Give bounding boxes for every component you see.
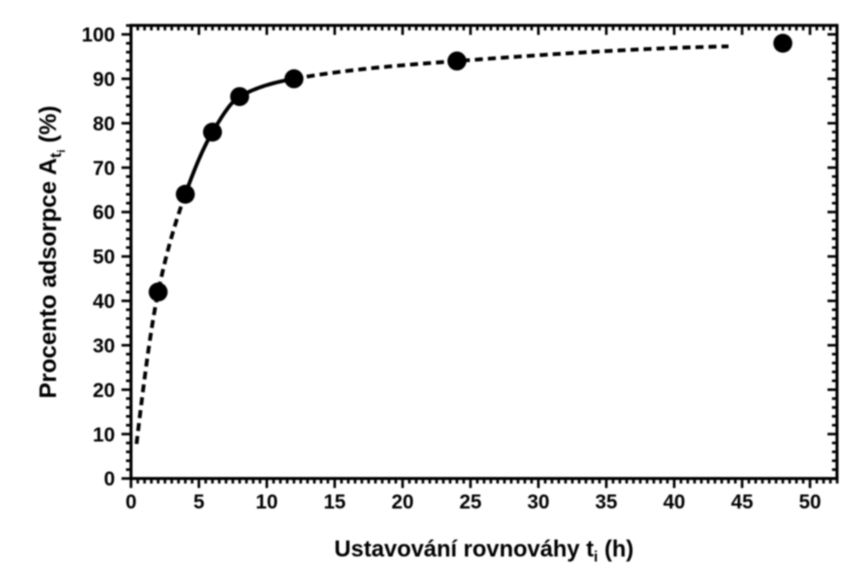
svg-text:60: 60 [93, 202, 115, 224]
svg-text:40: 40 [93, 291, 115, 313]
svg-text:5: 5 [193, 492, 204, 514]
svg-text:10: 10 [93, 424, 115, 446]
svg-text:20: 20 [391, 492, 413, 514]
svg-text:10: 10 [256, 492, 278, 514]
svg-text:30: 30 [527, 492, 549, 514]
svg-text:100: 100 [82, 25, 115, 47]
svg-text:40: 40 [663, 492, 685, 514]
svg-text:Ustavování rovnováhy ti (h): Ustavování rovnováhy ti (h) [334, 536, 633, 566]
svg-text:50: 50 [93, 247, 115, 269]
svg-text:90: 90 [93, 69, 115, 91]
svg-text:30: 30 [93, 335, 115, 357]
svg-text:45: 45 [731, 492, 753, 514]
svg-text:0: 0 [125, 492, 136, 514]
svg-text:70: 70 [93, 158, 115, 180]
svg-text:80: 80 [93, 113, 115, 135]
svg-text:35: 35 [595, 492, 617, 514]
svg-text:25: 25 [459, 492, 481, 514]
svg-text:20: 20 [93, 380, 115, 402]
svg-text:50: 50 [799, 492, 821, 514]
svg-text:0: 0 [104, 469, 115, 491]
svg-text:15: 15 [324, 492, 346, 514]
